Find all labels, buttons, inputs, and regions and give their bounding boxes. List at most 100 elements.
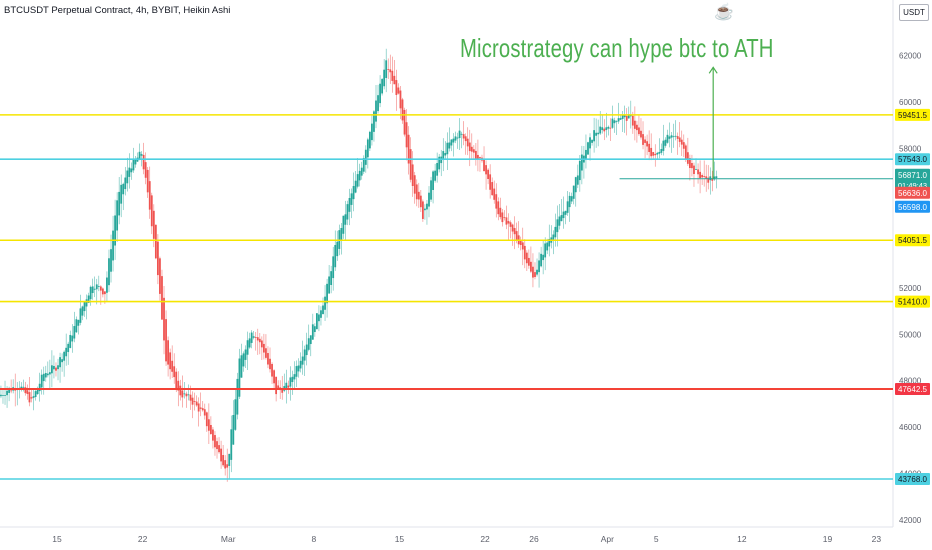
- candle-body: [348, 198, 351, 212]
- y-tick-label: 46000: [899, 423, 922, 432]
- candle-body: [244, 349, 247, 360]
- candle-body: [401, 99, 404, 121]
- candle-body: [104, 291, 106, 295]
- candle-body: [362, 158, 365, 172]
- level-tag-label: 43768.0: [898, 475, 927, 484]
- candle-body: [574, 177, 577, 193]
- candle-body: [303, 349, 306, 361]
- candle-body: [405, 122, 408, 148]
- candle-body: [501, 212, 504, 223]
- candle-body: [108, 258, 110, 286]
- x-tick-label: 23: [872, 534, 882, 544]
- candle-body: [163, 297, 165, 341]
- y-tick-label: 60000: [899, 98, 922, 107]
- candle-body: [22, 386, 25, 388]
- candle-body: [187, 394, 190, 396]
- currency-button[interactable]: USDT: [899, 4, 929, 21]
- candle-body: [118, 191, 121, 216]
- candle-body: [503, 217, 506, 219]
- y-tick-label: 52000: [899, 284, 922, 293]
- candle-body: [609, 127, 612, 129]
- candle-body: [552, 234, 555, 241]
- candle-body: [156, 241, 159, 276]
- candle-body: [177, 380, 180, 391]
- candle-body: [385, 60, 388, 78]
- candle-body: [55, 367, 57, 371]
- candle-body: [509, 222, 512, 227]
- candle-body: [330, 271, 333, 285]
- candle-body: [138, 151, 141, 160]
- candle-body: [621, 115, 624, 119]
- candle-body: [670, 135, 673, 138]
- level-tag-label: 51410.0: [898, 298, 927, 307]
- candle-body: [599, 126, 602, 134]
- candle-body: [116, 200, 119, 231]
- level-tag-59451.5: [895, 108, 930, 121]
- candle-body: [403, 109, 406, 135]
- candle-body: [354, 180, 357, 193]
- candle-body: [479, 157, 481, 159]
- candle-body: [42, 373, 45, 382]
- candle-body: [185, 393, 188, 397]
- candle-body: [79, 308, 82, 323]
- candle-body: [154, 224, 157, 259]
- x-tick-label: 8: [311, 534, 316, 544]
- candle-body: [379, 83, 381, 104]
- candle-body: [625, 115, 628, 121]
- candle-body: [89, 286, 92, 300]
- candle-body: [652, 152, 655, 156]
- candle-body: [519, 239, 522, 245]
- candle-body: [295, 366, 298, 377]
- candle-body: [419, 195, 422, 208]
- candle-body: [515, 231, 518, 240]
- candle-body: [607, 126, 610, 129]
- candle-body: [525, 252, 528, 264]
- candle-body: [684, 145, 687, 159]
- x-tick-label: 15: [52, 534, 62, 544]
- annotation-text[interactable]: Microstrategy can hype btc to ATH: [460, 33, 774, 63]
- candle-body: [273, 370, 275, 384]
- candle-body: [214, 435, 216, 448]
- candle-body: [51, 365, 53, 374]
- candle-body: [287, 385, 290, 388]
- candle-body: [593, 130, 596, 142]
- candle-body: [262, 343, 265, 353]
- candle-body: [434, 170, 437, 181]
- candle-body: [265, 348, 267, 358]
- candle-body: [10, 390, 13, 392]
- candle-body: [277, 385, 280, 390]
- candle-body: [226, 464, 229, 468]
- candle-body: [334, 244, 337, 268]
- x-tick-label: Mar: [221, 534, 236, 544]
- candle-body: [638, 127, 640, 135]
- candle-body: [173, 366, 176, 378]
- candle-body: [32, 396, 35, 398]
- candle-body: [146, 169, 149, 193]
- countdown-label: 01:49:43: [898, 181, 927, 190]
- candle-body: [271, 363, 273, 377]
- candle-body: [236, 378, 239, 415]
- candle-body: [324, 296, 326, 310]
- candle-body: [393, 75, 396, 85]
- coffee-cup-icon: ☕: [714, 4, 734, 21]
- x-tick-label: 22: [138, 534, 148, 544]
- candle-body: [352, 186, 355, 200]
- candle-body: [562, 211, 565, 219]
- x-tick-label: 22: [480, 534, 490, 544]
- candle-body: [228, 453, 231, 466]
- candle-body: [656, 152, 659, 155]
- candle-body: [452, 138, 455, 143]
- candle-body: [560, 215, 563, 222]
- candle-body: [672, 136, 675, 138]
- candle-body: [81, 306, 84, 316]
- candle-body: [114, 215, 116, 246]
- candle-body: [195, 401, 198, 406]
- candle-body: [613, 120, 616, 124]
- candle-body: [640, 130, 642, 138]
- candle-body: [487, 169, 490, 180]
- candle-body: [432, 171, 434, 190]
- candle-body: [564, 210, 567, 215]
- candle-body: [181, 390, 184, 398]
